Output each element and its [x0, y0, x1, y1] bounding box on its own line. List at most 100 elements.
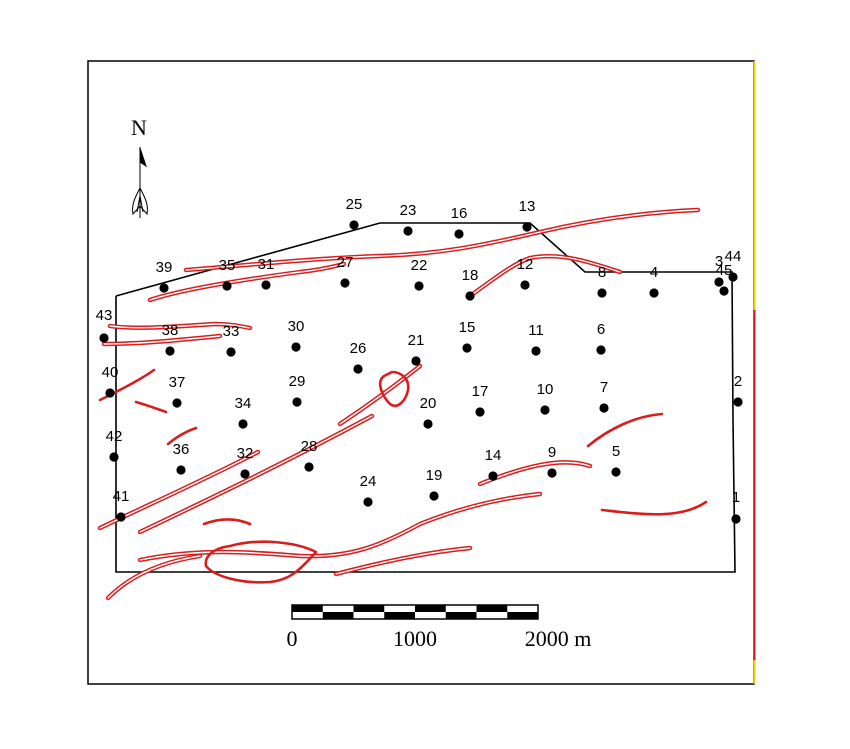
- well-40-label: 40: [102, 364, 119, 381]
- scale-segment-8: [507, 612, 538, 619]
- fault-minor-7: [378, 370, 410, 408]
- well-16-label: 16: [451, 205, 468, 222]
- well-33-label: 33: [223, 323, 240, 340]
- scale-segment-4: [384, 612, 415, 619]
- well-15-label: 15: [459, 319, 476, 336]
- well-5-marker: [611, 467, 621, 477]
- well-7-marker: [599, 403, 609, 413]
- well-12-label: 12: [517, 256, 534, 273]
- well-6-label: 6: [597, 321, 605, 338]
- fault-minor-5: [600, 500, 708, 516]
- scale-label-0: 0: [287, 626, 298, 651]
- well-31-marker: [261, 280, 271, 290]
- well-31-label: 31: [258, 256, 275, 273]
- well-layer: 1234567891011121314151617181920212223242…: [96, 196, 743, 524]
- well-44-marker: [728, 272, 738, 282]
- fault-9-inner: [139, 493, 541, 561]
- well-20-label: 20: [420, 395, 437, 412]
- north-arrow-icon: [132, 147, 148, 218]
- well-44-label: 44: [725, 248, 742, 265]
- well-23-marker: [403, 226, 413, 236]
- well-39-marker: [159, 283, 169, 293]
- scale-segment-3: [353, 605, 385, 612]
- well-29-marker: [292, 397, 302, 407]
- well-38-marker: [165, 346, 175, 356]
- well-22-label: 22: [411, 257, 428, 274]
- fault-5-inner: [469, 255, 621, 297]
- well-34-marker: [238, 419, 248, 429]
- well-40-marker: [105, 388, 115, 398]
- fault-8-inner: [139, 415, 373, 533]
- well-4-marker: [649, 288, 659, 298]
- fault-6-inner: [339, 365, 421, 425]
- well-39-label: 39: [156, 259, 173, 276]
- fault-10-inner: [107, 555, 201, 599]
- well-1-marker: [731, 514, 741, 524]
- well-13-marker: [522, 222, 532, 232]
- well-9-marker: [547, 468, 557, 478]
- fault-lines: [97, 207, 708, 601]
- well-7-label: 7: [600, 379, 608, 396]
- well-4-label: 4: [650, 264, 658, 281]
- well-23-label: 23: [400, 202, 417, 219]
- well-11-label: 11: [528, 322, 544, 339]
- fault-minor-3: [166, 426, 198, 446]
- fault-4-inner: [103, 335, 221, 345]
- well-14-label: 14: [485, 447, 502, 464]
- well-15-marker: [462, 343, 472, 353]
- well-43-marker: [99, 333, 109, 343]
- well-25-marker: [349, 220, 359, 230]
- scale-segment-1: [292, 605, 323, 612]
- well-2-marker: [733, 397, 743, 407]
- well-18-marker: [465, 291, 475, 301]
- well-24-marker: [363, 497, 373, 507]
- well-12-marker: [520, 280, 530, 290]
- well-34-label: 34: [235, 395, 252, 412]
- well-1-label: 1: [732, 489, 740, 506]
- well-35-marker: [222, 281, 232, 291]
- well-43-label: 43: [96, 307, 113, 324]
- map-frame: [87, 60, 755, 685]
- fault-11-inner: [335, 547, 471, 575]
- well-30-marker: [291, 342, 301, 352]
- fault-minor-8: [204, 540, 318, 584]
- well-20-marker: [423, 419, 433, 429]
- well-32-label: 32: [237, 445, 254, 462]
- fault-minor-6: [202, 518, 252, 526]
- scale-segment-2: [322, 612, 354, 619]
- well-9-label: 9: [548, 444, 556, 461]
- fault-2-inner: [149, 263, 345, 301]
- well-6-marker: [596, 345, 606, 355]
- well-29-label: 29: [289, 373, 306, 390]
- well-10-marker: [540, 405, 550, 415]
- well-36-marker: [176, 465, 186, 475]
- well-18-label: 18: [462, 267, 479, 284]
- well-19-marker: [429, 491, 439, 501]
- fault-10: [105, 553, 203, 601]
- well-2-label: 2: [734, 373, 742, 390]
- well-16-marker: [454, 229, 464, 239]
- well-32-marker: [240, 469, 250, 479]
- well-28-marker: [304, 462, 314, 472]
- fault-minor-1: [98, 368, 156, 402]
- well-22-marker: [414, 281, 424, 291]
- north-arrow: N: [131, 115, 148, 218]
- well-27-label: 27: [337, 254, 354, 271]
- well-10-label: 10: [537, 381, 554, 398]
- fault-1-inner: [185, 209, 699, 271]
- scale-segment-7: [476, 605, 508, 612]
- well-38-label: 38: [162, 322, 179, 339]
- well-36-label: 36: [173, 441, 190, 458]
- scale-bar: [291, 604, 539, 620]
- well-24-label: 24: [360, 473, 377, 490]
- well-8-label: 8: [598, 264, 606, 281]
- well-30-label: 30: [288, 318, 305, 335]
- well-45-marker: [719, 286, 729, 296]
- well-19-label: 19: [426, 467, 443, 484]
- well-17-label: 17: [472, 383, 489, 400]
- well-33-marker: [226, 347, 236, 357]
- scale-label-1000: 1000: [393, 626, 437, 651]
- well-17-marker: [475, 407, 485, 417]
- well-37-label: 37: [169, 374, 186, 391]
